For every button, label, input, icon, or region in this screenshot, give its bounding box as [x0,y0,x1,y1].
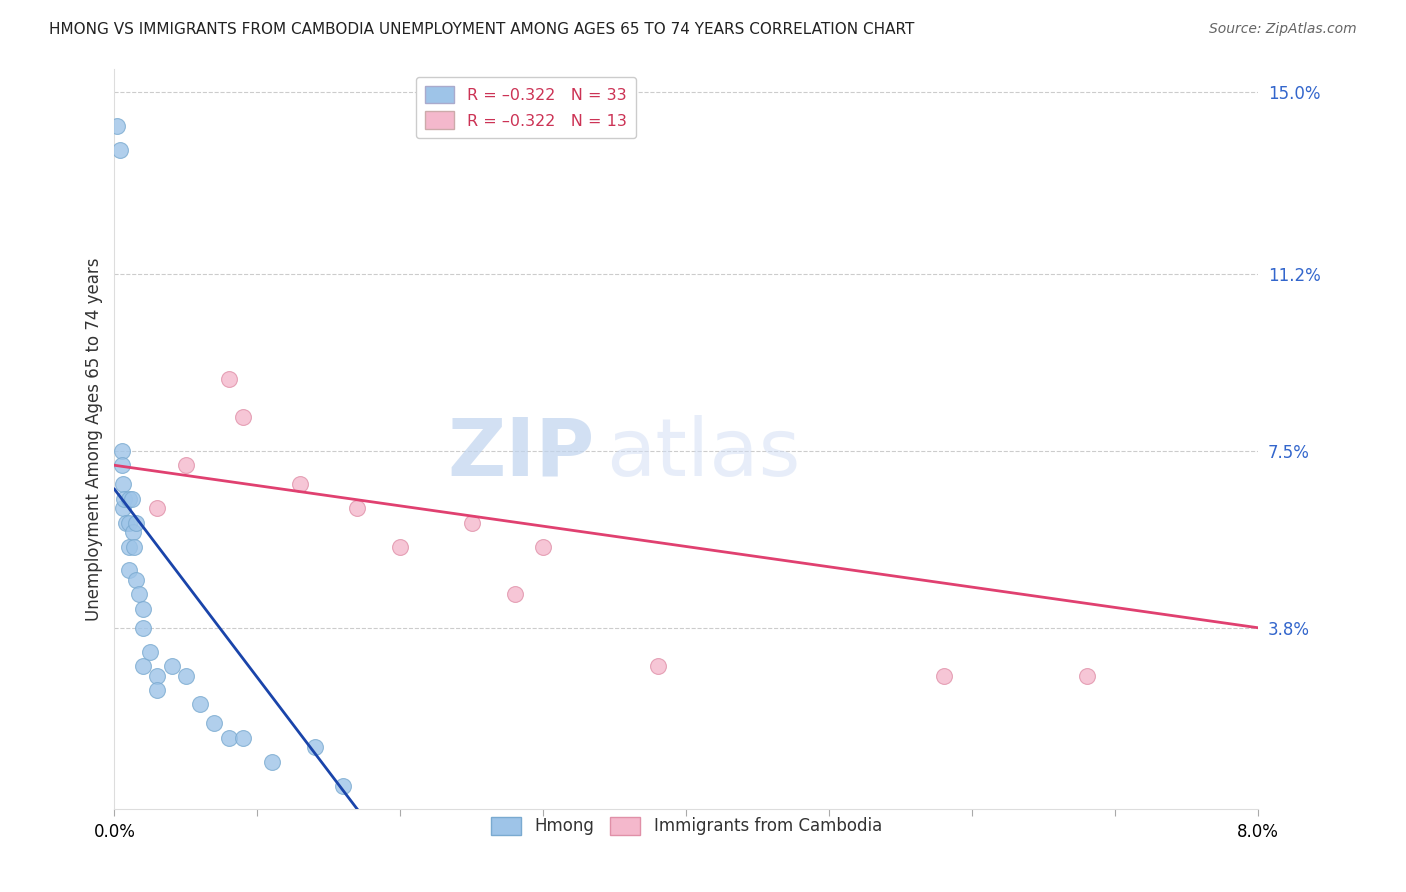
Point [122,525,145,540]
Point [932,668,955,682]
Point [146,501,169,516]
Text: HMONG VS IMMIGRANTS FROM CAMBODIA UNEMPLOYMENT AMONG AGES 65 TO 74 YEARS CORRELA: HMONG VS IMMIGRANTS FROM CAMBODIA UNEMPL… [49,22,914,37]
Point [132,659,155,673]
Point [115,516,138,530]
Point [110,458,132,473]
Point [146,668,169,682]
Point [204,716,226,731]
Point [105,119,128,133]
Point [647,659,669,673]
Point [304,740,326,755]
Point [118,491,141,506]
Point [290,477,312,491]
Point [108,143,131,157]
Point [218,372,240,386]
Point [232,731,254,745]
Point [146,682,169,697]
Point [125,516,148,530]
Point [132,601,155,615]
Point [128,587,150,601]
Point [112,491,135,506]
Point [188,698,211,712]
Text: ZIP: ZIP [447,415,595,492]
Point [332,779,354,793]
Point [174,458,197,473]
Point [260,755,283,769]
Point [1076,668,1098,682]
Point [118,563,141,577]
Point [160,659,183,673]
Legend: Hmong, Immigrants from Cambodia: Hmong, Immigrants from Cambodia [484,810,889,842]
Point [503,587,526,601]
Point [124,540,146,554]
Point [461,516,484,530]
Point [132,621,155,635]
Text: atlas: atlas [606,415,800,492]
Point [389,540,412,554]
Point [111,501,134,516]
Point [110,444,132,458]
Point [111,477,134,491]
Point [232,410,254,425]
Point [125,573,148,587]
Point [139,645,162,659]
Point [346,501,368,516]
Y-axis label: Unemployment Among Ages 65 to 74 years: Unemployment Among Ages 65 to 74 years [86,257,103,621]
Point [174,668,197,682]
Point [218,731,240,745]
Point [118,540,141,554]
Point [531,540,554,554]
Point [118,516,141,530]
Point [121,491,143,506]
Text: Source: ZipAtlas.com: Source: ZipAtlas.com [1209,22,1357,37]
